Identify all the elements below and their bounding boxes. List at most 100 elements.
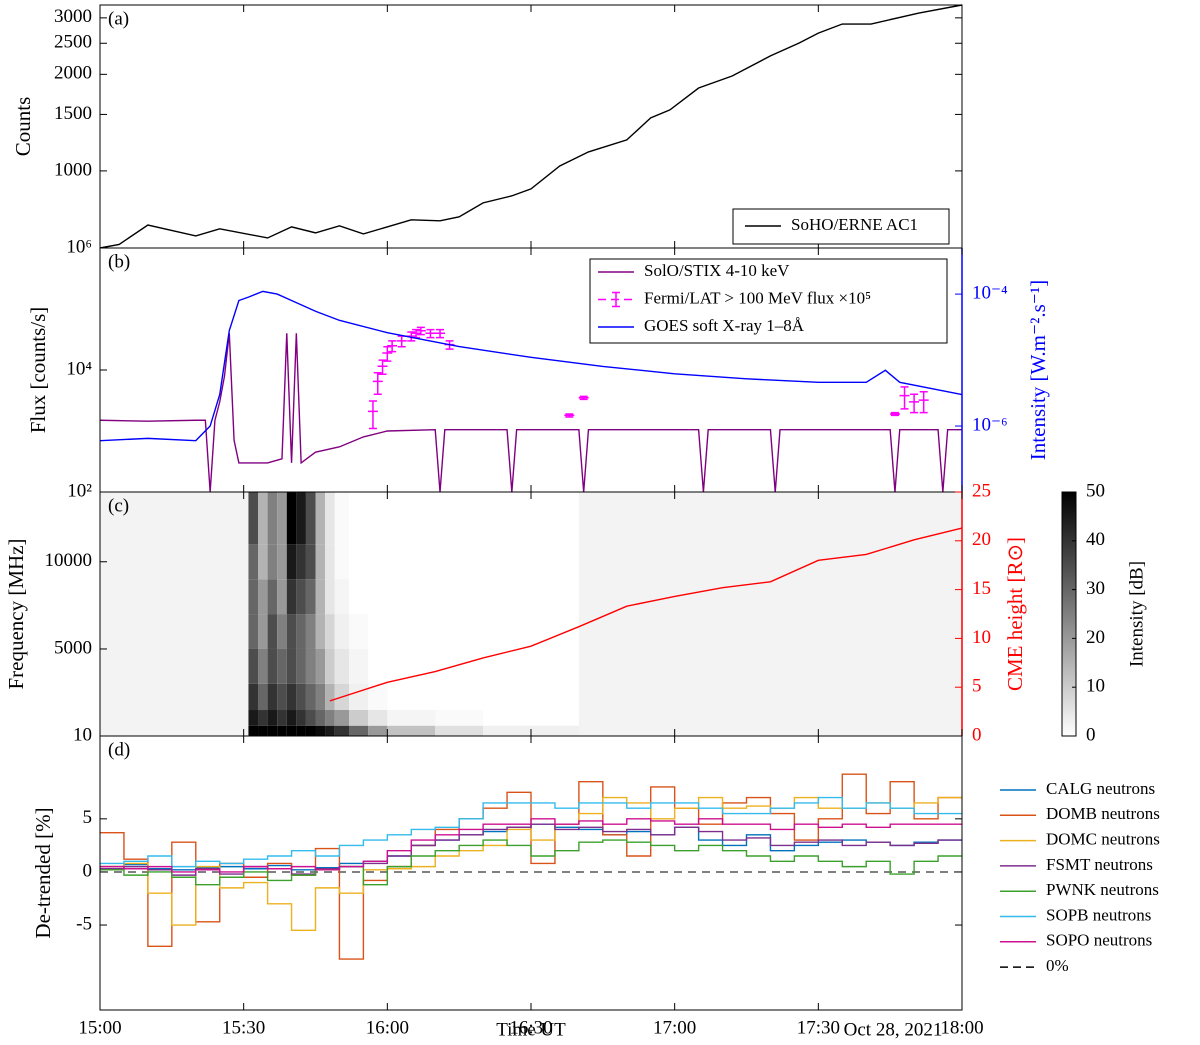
colorbar-tick-label: 50 (1086, 480, 1105, 501)
step-line (100, 796, 962, 932)
heatmap-cell (334, 544, 350, 580)
heatmap-cell (325, 683, 335, 711)
panel-label: (c) (108, 495, 129, 516)
y-tick-label: 10² (67, 480, 92, 501)
heatmap-cell (267, 579, 278, 615)
panel: -5 0 5 15:00 15:30 16:00 16:30 17:00 17:30 18:00 T… (31, 735, 1160, 1040)
x-tick-label: 16:30 (509, 1017, 552, 1038)
heatmap-cell (435, 614, 484, 649)
heatmap-cell (296, 544, 306, 580)
y-axis-label: Frequency [MHz] (4, 538, 28, 689)
heatmap-cell (334, 614, 350, 649)
heatmap-cell (435, 725, 484, 736)
panel: 1000 1500 2000 2500 3000 (a) Counts SoHO/ERNE A… (11, 4, 963, 249)
heatmap-cell (296, 614, 306, 649)
heatmap-cell (349, 492, 369, 545)
heatmap-cell (435, 648, 484, 684)
error-bar (415, 326, 426, 336)
y2-tick-label: 10 (972, 627, 991, 648)
heatmap-cell (349, 683, 369, 711)
heatmap-cell (248, 614, 259, 649)
heatmap-cell (368, 492, 388, 545)
y2-tick-label: 0 (972, 724, 982, 745)
heatmap-cell (387, 725, 436, 736)
heatmap-cell (267, 710, 278, 726)
heatmap-cell (277, 725, 287, 736)
y2-tick-label: 10⁻⁶ (972, 414, 1008, 435)
x-tick-label: 17:30 (797, 1017, 840, 1038)
y-tick-label: 10000 (45, 550, 93, 571)
legend: SolO/STIX 4-10 keV Fermi/LAT > 100 MeV fl… (589, 258, 948, 344)
heatmap-cell (286, 544, 297, 580)
heatmap-cell (387, 648, 436, 684)
heatmap-cell (277, 648, 287, 684)
error-bar (367, 400, 378, 430)
heatmap-cell (349, 579, 369, 615)
heatmap-cell (277, 710, 287, 726)
step-line (100, 796, 962, 868)
heatmap-cell (435, 710, 484, 726)
heatmap-cell (296, 648, 306, 684)
legend-label: PWNK neutrons (1046, 880, 1159, 899)
heatmap-cell (315, 579, 326, 615)
heatmap-cell (387, 710, 436, 726)
heatmap-cell (483, 683, 579, 711)
heatmap-cell (286, 710, 297, 726)
heatmap-cell (286, 614, 297, 649)
heatmap-cell (325, 648, 335, 684)
error-bar (411, 328, 422, 339)
heatmap-cell (248, 710, 259, 726)
heatmap-cell (248, 648, 259, 684)
heatmap-cell (305, 648, 316, 684)
y2-tick-label: 25 (972, 480, 991, 501)
heatmap-cell (258, 544, 268, 580)
y-tick-label: 10 (73, 724, 92, 745)
heatmap-cell (349, 648, 369, 684)
y-axis-label: De-trended [%] (31, 807, 55, 938)
heatmap-cell (305, 725, 316, 736)
panel-label: (b) (108, 251, 130, 272)
legend-errorbar (612, 291, 620, 308)
heatmap-cell (248, 492, 259, 545)
heatmap-cell (325, 614, 335, 649)
heatmap-cell (334, 492, 350, 545)
heatmap-cell (248, 579, 259, 615)
y-tick-label: 3000 (54, 6, 92, 27)
error-bar (382, 346, 393, 362)
y-axis-label: Counts (11, 97, 35, 157)
line (99, 333, 962, 493)
error-bar (377, 359, 388, 376)
colorbar-label: Intensity [dB] (1126, 561, 1147, 667)
heatmap-cell (387, 683, 436, 711)
heatmap-cell (248, 725, 259, 736)
heatmap-cell (315, 492, 326, 545)
heatmap-cell (334, 725, 350, 736)
heatmap-cell (349, 614, 369, 649)
colorbar-tick-label: 30 (1086, 578, 1105, 599)
x-axis-label: Time UT (496, 1019, 566, 1040)
heatmap-cell (387, 544, 436, 580)
heatmap-cell (315, 683, 326, 711)
heatmap-cell (368, 648, 388, 684)
panel-label: (d) (108, 739, 130, 760)
heatmap-cell (435, 544, 484, 580)
error-bar (909, 393, 920, 414)
legend: SoHO/ERNE AC1 (732, 208, 950, 245)
y-tick-label: 2000 (54, 63, 92, 84)
heatmap-cell (483, 614, 579, 649)
y-tick-label: 10⁶ (66, 236, 92, 257)
heatmap-cell (267, 544, 278, 580)
heatmap-cell (267, 492, 278, 545)
heatmap-cell (387, 492, 436, 545)
heatmap-cell (368, 544, 388, 580)
y2-tick-label: 20 (972, 529, 991, 550)
line (99, 4, 963, 249)
legend-label: SoHO/ERNE AC1 (791, 215, 918, 234)
heatmap-cell (435, 683, 484, 711)
error-bar (578, 395, 589, 401)
heatmap-cell (296, 725, 306, 736)
line (99, 290, 963, 442)
y-tick-label: 5000 (54, 637, 92, 658)
heatmap-cell (368, 725, 388, 736)
heatmap-cell (368, 683, 388, 711)
